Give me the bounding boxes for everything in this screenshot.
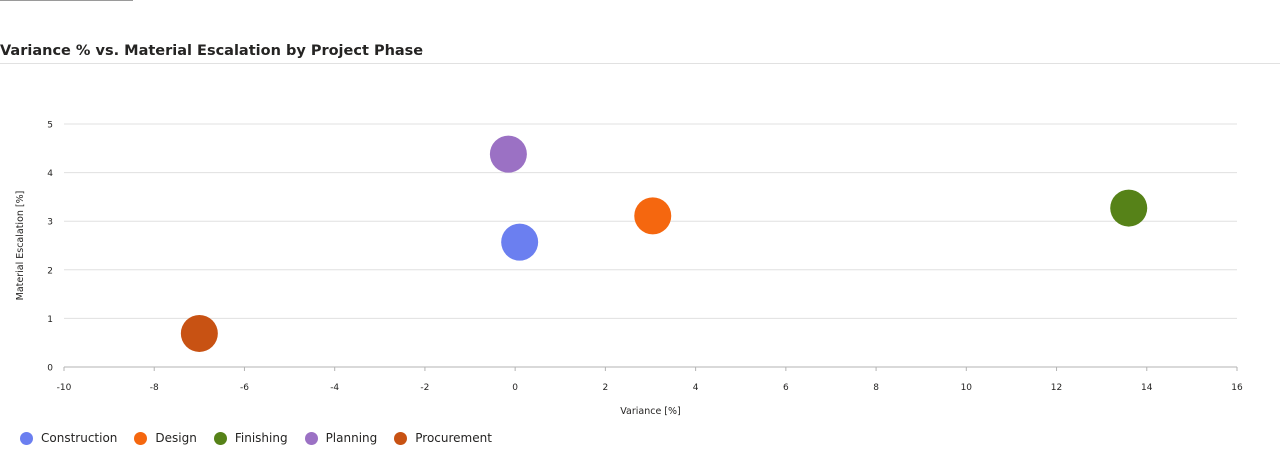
y-tick-label: 1 [47, 315, 53, 325]
chart-title: Variance % vs. Material Escalation by Pr… [0, 43, 424, 59]
legend-marker [304, 431, 318, 445]
data-point-finishing [1110, 189, 1148, 227]
legend-item-construction[interactable]: Construction [20, 431, 117, 445]
legend-marker [213, 431, 227, 445]
legend-item-planning[interactable]: Planning [304, 431, 378, 445]
x-tick-label: 6 [783, 383, 789, 393]
x-tick-label: -8 [150, 383, 159, 393]
legend-marker [134, 431, 148, 445]
y-tick-label: 3 [47, 218, 53, 228]
legend-marker [394, 431, 408, 445]
legend-label: Construction [41, 431, 118, 445]
title-divider [0, 63, 1280, 64]
x-tick-label: 14 [1141, 383, 1153, 393]
legend-label: Procurement [415, 431, 492, 445]
legend-item-design[interactable]: Design [134, 431, 197, 445]
x-tick-label: 4 [693, 383, 699, 393]
top-divider [0, 0, 133, 1]
x-tick-label: 10 [961, 383, 973, 393]
x-tick-label: -2 [420, 383, 429, 393]
y-axis-title: Material Escalation [%] [15, 191, 26, 301]
y-tick-label: 4 [47, 169, 53, 179]
legend-item-finishing[interactable]: Finishing [213, 431, 288, 445]
y-tick-label: 0 [47, 364, 53, 374]
data-point-procurement [180, 314, 218, 352]
x-tick-label: 8 [873, 383, 879, 393]
x-tick-label: 0 [512, 383, 518, 393]
legend-label: Planning [325, 431, 378, 445]
y-tick-label: 5 [47, 121, 53, 131]
x-tick-label: 2 [603, 383, 609, 393]
data-point-construction [501, 223, 539, 261]
x-tick-label: -4 [330, 383, 339, 393]
y-tick-label: 2 [47, 266, 53, 276]
x-axis-title: Variance [%] [620, 406, 681, 417]
legend-label: Finishing [234, 431, 288, 445]
x-tick-label: -10 [57, 383, 72, 393]
legend-item-procurement[interactable]: Procurement [394, 431, 492, 445]
x-tick-label: 12 [1051, 383, 1062, 393]
legend: Construction Design Finishing Planning Procu… [20, 431, 492, 445]
x-tick-label: -6 [240, 383, 249, 393]
data-point-design [634, 197, 672, 235]
legend-marker [20, 431, 33, 445]
x-tick-label: 16 [1231, 383, 1243, 393]
data-point-planning [489, 135, 527, 173]
legend-label: Design [155, 431, 197, 445]
